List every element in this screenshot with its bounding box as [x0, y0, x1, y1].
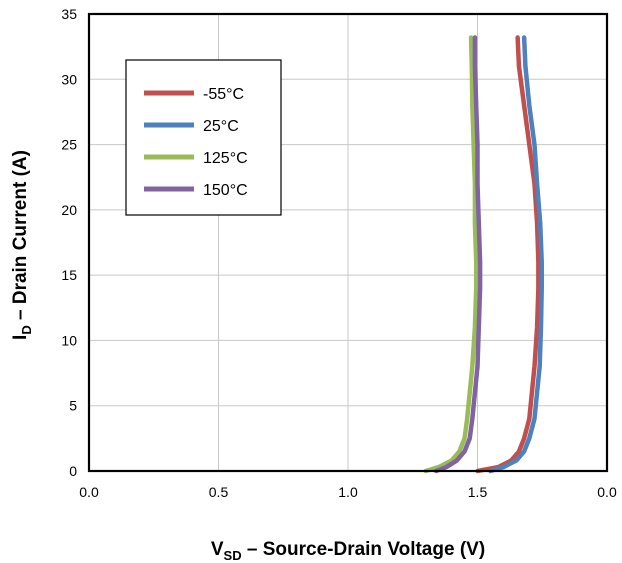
y-tick-label: 30	[61, 71, 77, 87]
legend-label: 25°C	[203, 118, 239, 135]
legend-label: 125°C	[203, 150, 248, 167]
series-lines	[423, 35, 544, 474]
x-axis-title-sub: SD	[224, 548, 242, 563]
series-line--55C	[475, 35, 541, 474]
y-tick-label: 5	[69, 398, 77, 414]
x-tick-label: 0.0	[597, 484, 617, 500]
y-tick-label: 10	[61, 332, 77, 348]
y-axis-title-sub: D	[19, 325, 34, 334]
y-tick-label: 15	[61, 267, 77, 283]
x-tick-label: 1.5	[468, 484, 488, 500]
x-axis-title: VSD – Source-Drain Voltage (V)	[211, 539, 485, 563]
x-axis-title-rest: – Source-Drain Voltage (V)	[242, 539, 486, 560]
legend-label: -55°C	[203, 86, 244, 103]
y-tick-label: 35	[61, 6, 77, 22]
x-tick-labels: 0.0 0.5 1.0 1.5 0.0	[79, 484, 617, 500]
y-tick-label: 25	[61, 137, 77, 153]
y-axis-title-main: I	[10, 335, 31, 340]
series-line-25C	[488, 35, 544, 474]
x-axis-title-main: V	[211, 539, 224, 560]
x-tick-label: 0.5	[209, 484, 229, 500]
y-axis-title-rest: – Drain Current (A)	[10, 150, 31, 325]
legend: -55°C 25°C 125°C 150°C	[125, 59, 282, 216]
x-tick-label: 1.0	[338, 484, 358, 500]
series-line-150C	[433, 35, 483, 474]
y-tick-label: 0	[69, 463, 77, 479]
y-tick-label: 20	[61, 202, 77, 218]
x-tick-label: 0.0	[79, 484, 99, 500]
legend-label: 150°C	[203, 182, 248, 199]
y-axis-title: ID – Drain Current (A)	[10, 150, 34, 340]
series-line-125C	[423, 35, 479, 474]
y-tick-labels: 0 5 10 15 20 25 30 35	[61, 6, 77, 479]
plot-area-frame	[87, 12, 609, 473]
